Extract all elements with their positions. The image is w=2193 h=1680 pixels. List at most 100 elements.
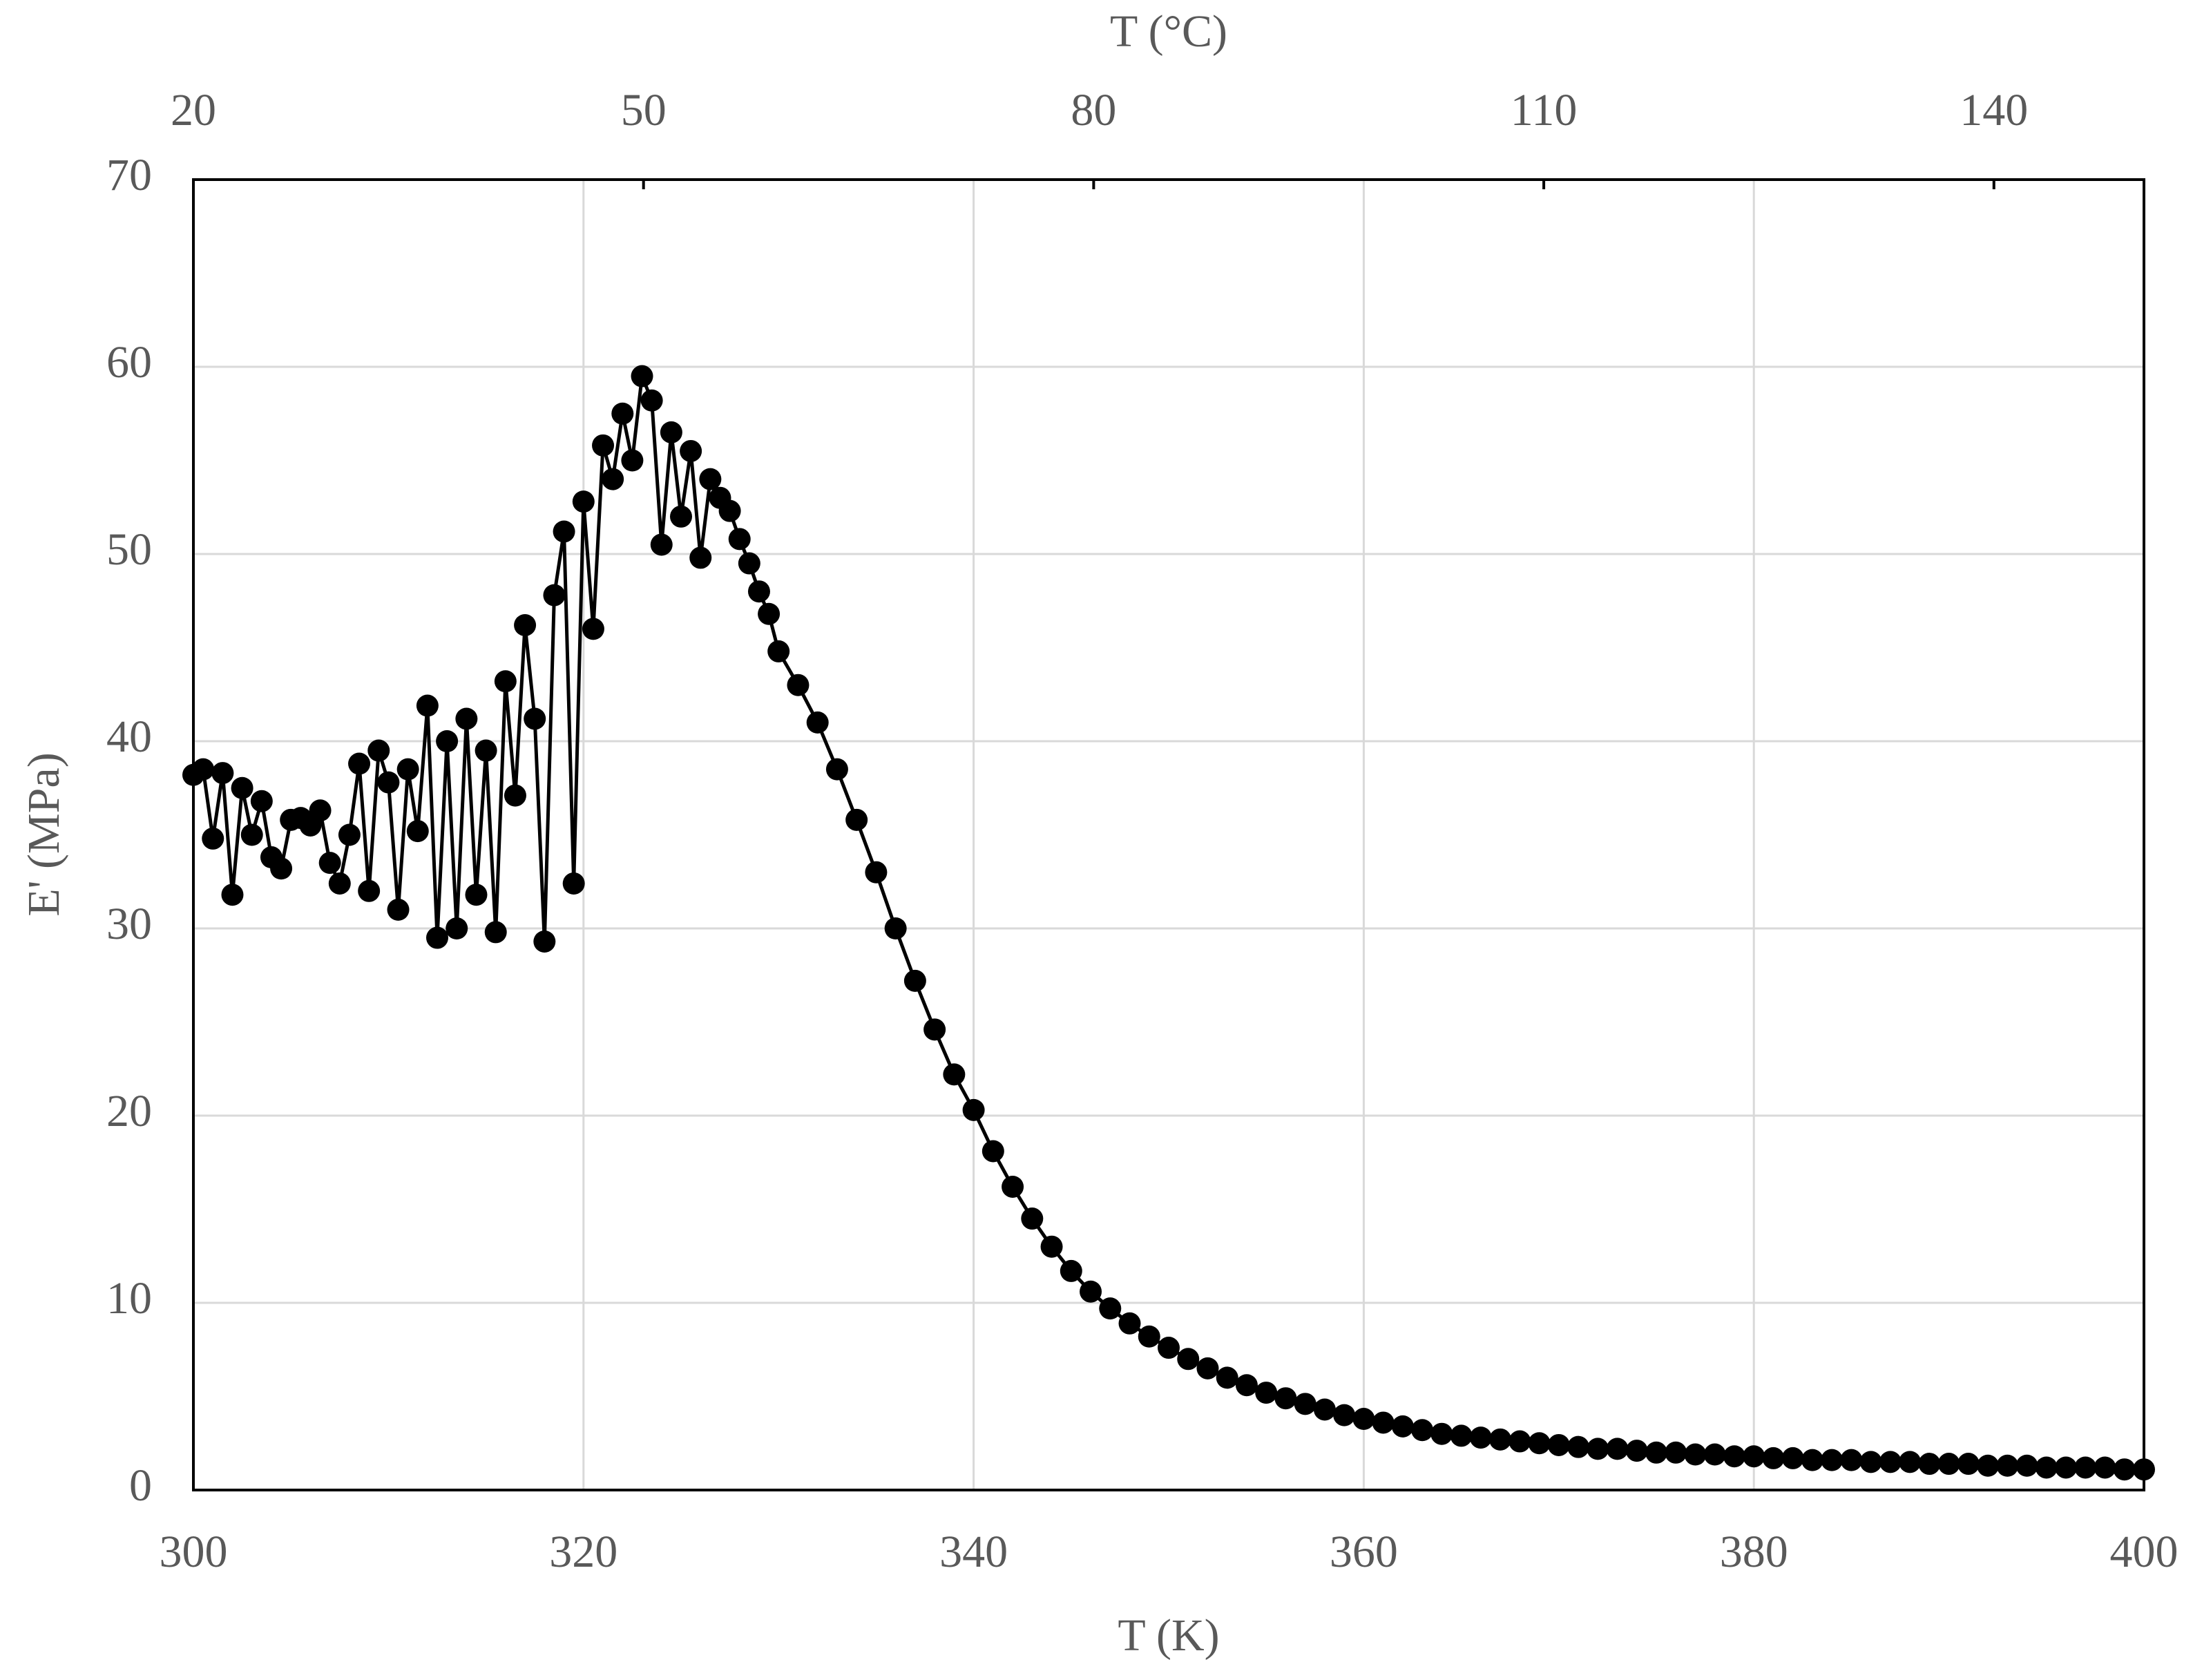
data-point (2035, 1456, 2058, 1479)
data-point (689, 546, 712, 569)
data-point (377, 771, 400, 794)
data-point (202, 827, 224, 850)
x-tick-label: 340 (939, 1527, 1008, 1577)
data-point (358, 879, 381, 902)
data-point (494, 670, 517, 693)
data-point (592, 434, 615, 457)
data-point (1274, 1387, 1297, 1410)
data-point (406, 820, 429, 843)
y-tick-label: 70 (106, 150, 152, 200)
data-point (2133, 1458, 2155, 1481)
data-point (903, 969, 926, 992)
data-point (699, 468, 722, 490)
data-point (2015, 1454, 2038, 1477)
data-point (221, 884, 244, 906)
data-point (1391, 1415, 1414, 1438)
data-point (1567, 1435, 1590, 1458)
data-point (436, 730, 459, 752)
y-tick-label: 40 (106, 712, 152, 762)
data-point (1040, 1235, 1063, 1258)
data-point (328, 872, 351, 895)
data-point (338, 823, 361, 846)
y-tick-label: 0 (129, 1460, 152, 1511)
data-point (1547, 1433, 1570, 1456)
x2-axis-label: T (°C) (1110, 6, 1227, 57)
data-point (1801, 1449, 1823, 1471)
data-point (484, 921, 507, 944)
data-point (943, 1063, 966, 1086)
data-point (1118, 1312, 1141, 1335)
y-tick-label: 60 (106, 337, 152, 388)
data-point (1002, 1175, 1024, 1198)
data-point (396, 758, 419, 781)
data-point (1489, 1428, 1512, 1451)
data-point (602, 468, 624, 490)
data-point (1080, 1280, 1102, 1303)
data-point (1899, 1451, 1922, 1473)
data-point (640, 389, 663, 412)
data-point (533, 930, 556, 953)
data-point (455, 707, 478, 730)
x-tick-label: 300 (160, 1527, 228, 1577)
data-point (1625, 1440, 1648, 1462)
data-point (1509, 1430, 1531, 1453)
data-point (514, 613, 537, 636)
data-point (387, 898, 410, 921)
x2-tick-label: 110 (1511, 85, 1578, 135)
data-point (231, 776, 253, 799)
data-point (611, 402, 634, 425)
data-point (1411, 1419, 1434, 1442)
y-tick-label: 30 (106, 899, 152, 949)
data-point (1138, 1325, 1160, 1348)
data-point (1918, 1453, 1941, 1476)
data-point (1099, 1297, 1122, 1320)
data-point (1021, 1208, 1044, 1230)
data-point (270, 857, 293, 880)
data-point (1762, 1447, 1785, 1469)
data-point (1450, 1424, 1473, 1447)
data-point (738, 552, 760, 575)
data-point (1957, 1453, 1980, 1476)
data-point (446, 917, 468, 939)
data-point (1684, 1443, 1707, 1466)
data-point (718, 499, 741, 522)
data-point (728, 528, 751, 551)
data-point (1294, 1393, 1316, 1415)
data-point (806, 711, 829, 734)
data-point (747, 580, 770, 603)
data-point (465, 884, 488, 906)
data-point (553, 520, 575, 543)
x2-tick-label: 140 (1960, 85, 2028, 135)
data-point (1723, 1445, 1745, 1468)
data-point (1430, 1422, 1453, 1445)
x-tick-label: 360 (1330, 1527, 1398, 1577)
data-point (787, 674, 810, 696)
data-point (923, 1018, 946, 1041)
data-point (758, 602, 781, 625)
data-point (1060, 1259, 1082, 1282)
data-point (1313, 1398, 1336, 1421)
data-point (543, 584, 566, 607)
data-point (504, 784, 526, 807)
data-point (660, 421, 682, 443)
x2-tick-label: 80 (1071, 85, 1116, 135)
data-point (1177, 1348, 1200, 1371)
x-tick-label: 400 (2110, 1527, 2178, 1577)
data-point (884, 917, 907, 939)
data-point (1158, 1337, 1180, 1359)
x-tick-label: 320 (549, 1527, 617, 1577)
data-point (962, 1098, 985, 1121)
data-point (348, 752, 371, 775)
data-point (250, 790, 273, 812)
data-point (865, 861, 888, 884)
data-point (572, 490, 595, 513)
plot-frame (192, 178, 2145, 1491)
data-point (318, 852, 341, 875)
data-point (524, 707, 546, 730)
data-line (192, 375, 2144, 1471)
data-point (1977, 1454, 2000, 1477)
y-tick-label: 20 (106, 1086, 152, 1136)
data-point (1235, 1374, 1258, 1397)
data-point (1352, 1408, 1375, 1431)
